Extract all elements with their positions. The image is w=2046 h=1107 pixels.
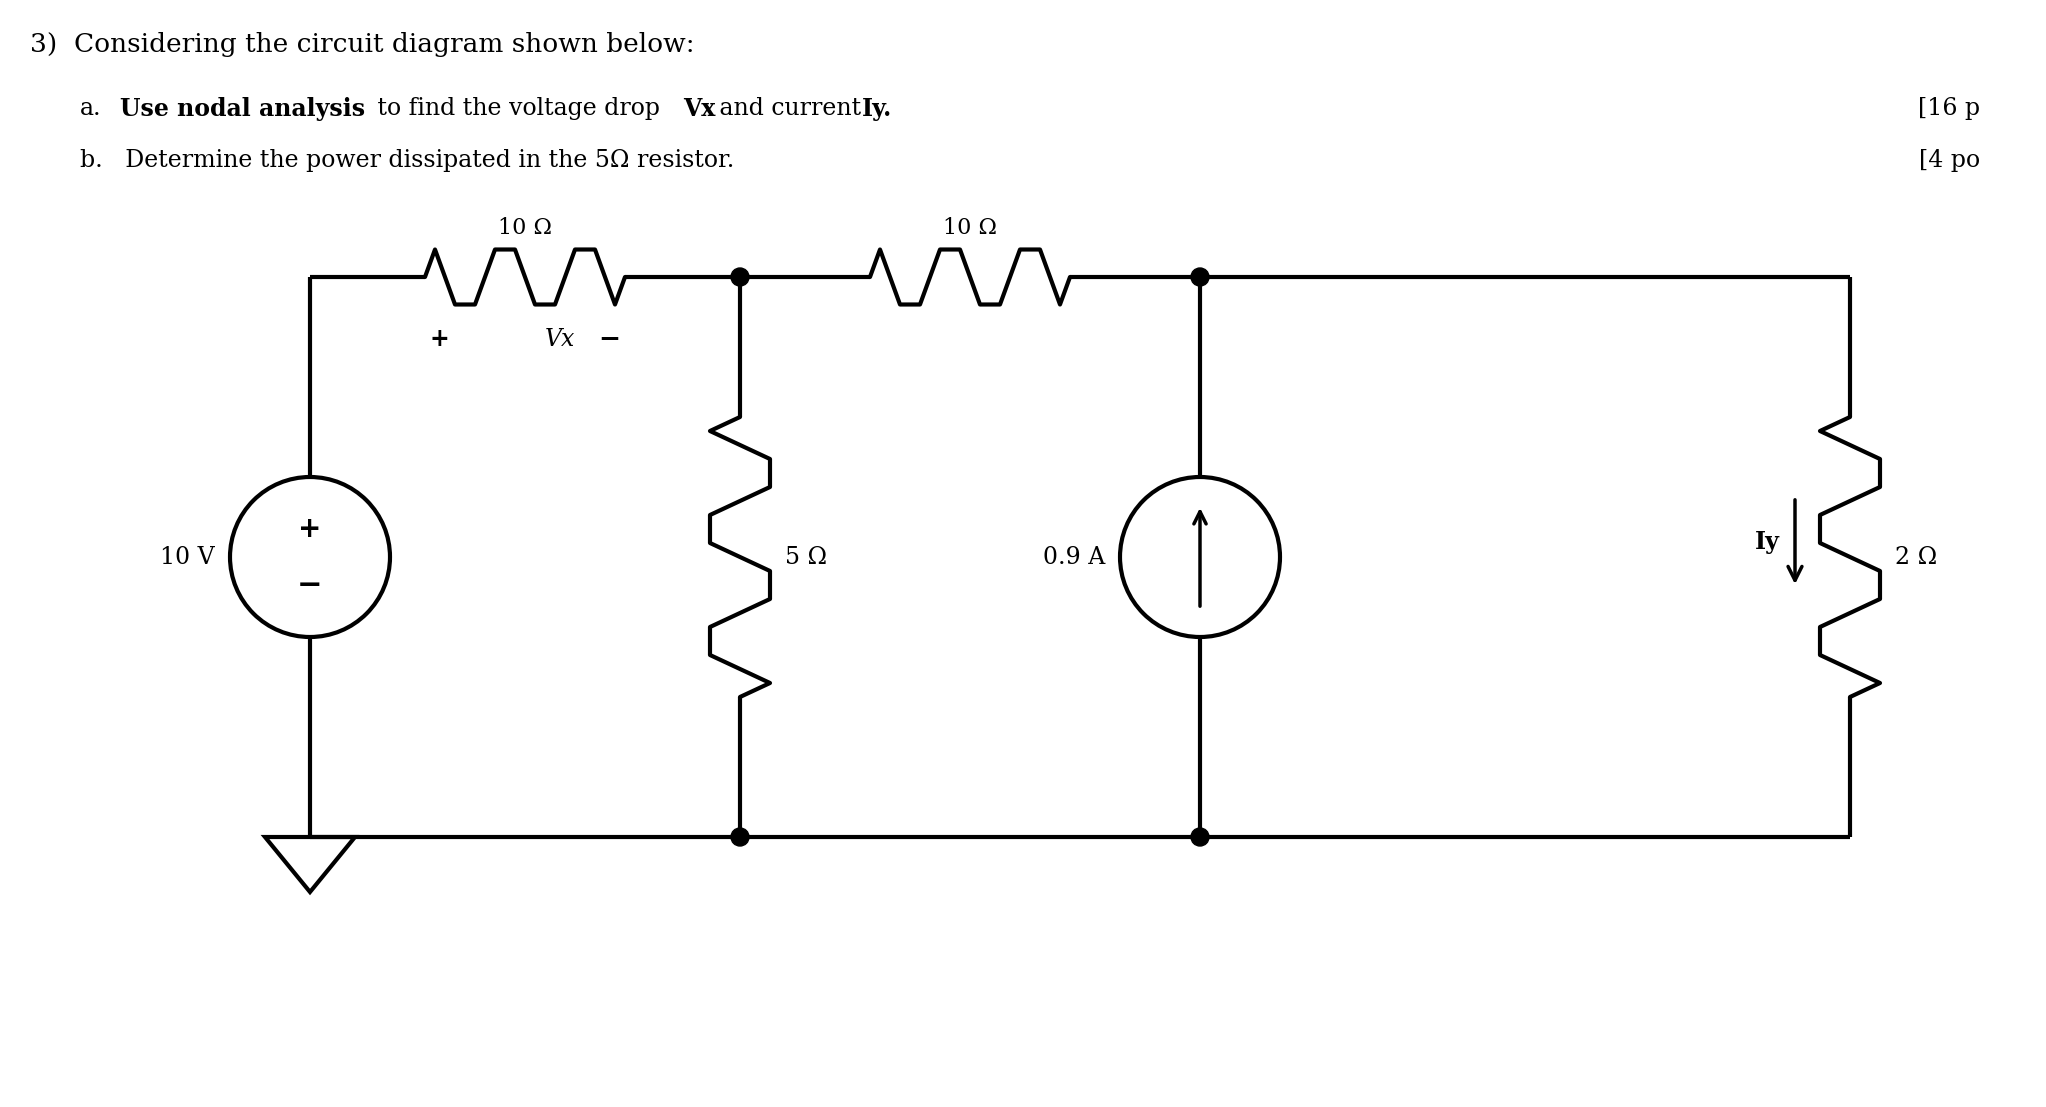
Circle shape: [730, 828, 749, 846]
Circle shape: [1191, 828, 1209, 846]
Text: 5 Ω: 5 Ω: [786, 546, 827, 569]
Text: −: −: [597, 327, 620, 352]
Text: to find the voltage drop: to find the voltage drop: [370, 97, 667, 120]
Text: 10 Ω: 10 Ω: [943, 217, 996, 239]
Text: 2 Ω: 2 Ω: [1895, 546, 1938, 569]
Text: 3)  Considering the circuit diagram shown below:: 3) Considering the circuit diagram shown…: [31, 32, 696, 56]
Text: 0.9 A: 0.9 A: [1043, 546, 1105, 569]
Text: +: +: [430, 328, 450, 352]
Text: [16 p: [16 p: [1917, 97, 1981, 120]
Text: 10 V: 10 V: [160, 546, 215, 569]
Circle shape: [730, 268, 749, 286]
Circle shape: [1191, 268, 1209, 286]
Text: Vx: Vx: [683, 97, 716, 121]
Text: Vx: Vx: [544, 328, 575, 351]
Text: Iy.: Iy.: [861, 97, 892, 121]
Text: Use nodal analysis: Use nodal analysis: [121, 97, 364, 121]
Text: +: +: [299, 515, 321, 544]
Text: 10 Ω: 10 Ω: [497, 217, 552, 239]
Text: −: −: [297, 570, 323, 600]
Text: b.   Determine the power dissipated in the 5Ω resistor.: b. Determine the power dissipated in the…: [80, 149, 735, 172]
Text: a.: a.: [80, 97, 102, 120]
Text: [4 po: [4 po: [1919, 149, 1981, 172]
Text: and current: and current: [712, 97, 870, 120]
Text: Iy: Iy: [1755, 530, 1780, 554]
